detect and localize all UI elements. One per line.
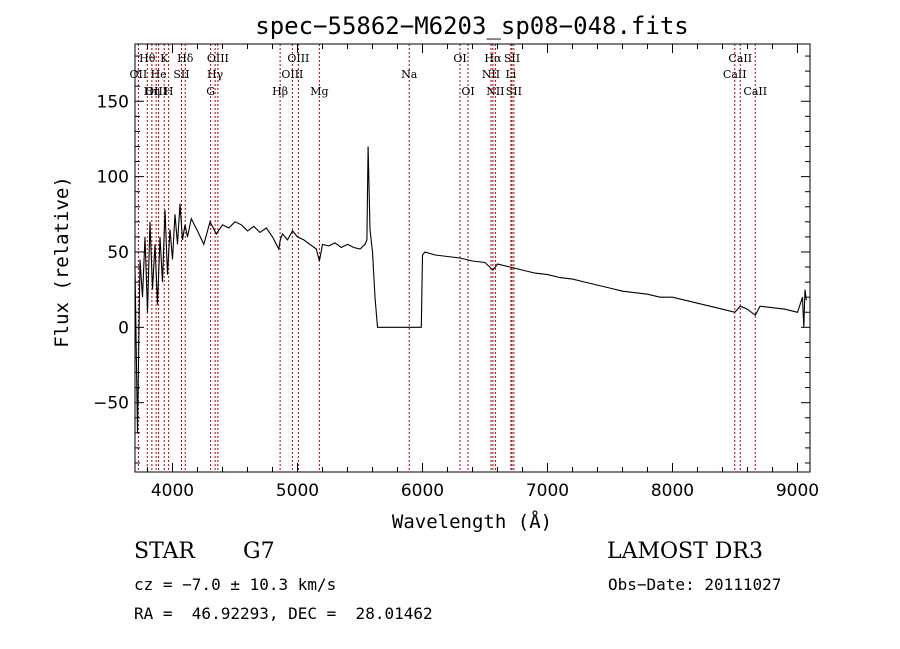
spectrum-series bbox=[134, 146, 807, 433]
spectral-line-label: H bbox=[164, 85, 174, 98]
chart-title: spec−55862−M6203_sp08−048.fits bbox=[255, 12, 688, 40]
spectral-line-label: NII bbox=[482, 68, 500, 81]
spectral-line-label: SII bbox=[506, 85, 522, 98]
y-tick-label: 150 bbox=[97, 92, 129, 112]
y-axis-label: Flux (relative) bbox=[51, 176, 73, 348]
spectral-line-label: Hθ bbox=[139, 52, 156, 65]
spectral-lines-layer bbox=[137, 44, 756, 472]
subclass: G7 bbox=[243, 539, 275, 564]
x-tick-label: 7000 bbox=[526, 481, 569, 501]
spectral-line-label: SII bbox=[173, 68, 189, 81]
spectral-line-label: Hα bbox=[484, 52, 502, 65]
spectral-line-label: G bbox=[206, 85, 215, 98]
x-tick-label: 9000 bbox=[776, 481, 819, 501]
spectrum-line bbox=[134, 146, 807, 433]
spectral-line-label: Mg bbox=[310, 85, 328, 98]
coordinates: RA = 46.92293, DEC = 28.01462 bbox=[134, 604, 433, 623]
survey-name: LAMOST DR3 bbox=[607, 539, 763, 564]
x-tick-label: 8000 bbox=[651, 481, 694, 501]
spectral-line-label: Na bbox=[401, 68, 418, 81]
x-tick-label: 6000 bbox=[401, 481, 444, 501]
spectral-line-label: Hδ bbox=[177, 52, 194, 65]
spectral-line-label: OIII bbox=[145, 85, 167, 98]
y-tick-label: −50 bbox=[93, 394, 129, 414]
x-tick-label: 5000 bbox=[276, 481, 319, 501]
spectral-line-label: K bbox=[160, 52, 169, 65]
spectral-line-label: CaII bbox=[723, 68, 747, 81]
object-class: STAR bbox=[134, 539, 195, 564]
y-tick-label: 0 bbox=[118, 318, 129, 338]
x-tick-label: 4000 bbox=[151, 481, 194, 501]
x-axis-label: Wavelength (Å) bbox=[392, 510, 552, 533]
spectral-line-label: OIII bbox=[287, 52, 309, 65]
spectral-line-label: OII bbox=[130, 68, 148, 81]
spectral-line-label: OIII bbox=[281, 68, 303, 81]
spectral-line-label: OIII bbox=[207, 52, 229, 65]
spectral-line-label: SII bbox=[504, 52, 520, 65]
spectral-line-label: Hγ bbox=[207, 68, 224, 81]
spectral-line-label: Li bbox=[505, 68, 516, 81]
spectral-line-label: OI bbox=[453, 52, 466, 65]
spectral-line-label: NII bbox=[486, 85, 504, 98]
spectral-line-label: He bbox=[151, 68, 167, 81]
observation-date: Obs−Date: 20111027 bbox=[608, 575, 782, 594]
y-tick-label: 100 bbox=[97, 168, 129, 188]
spectral-line-label: CaII bbox=[743, 85, 767, 98]
spectral-line-label: OI bbox=[461, 85, 474, 98]
spectral-line-label: CaII bbox=[728, 52, 752, 65]
spectral-line-label: Hβ bbox=[272, 85, 288, 98]
spectral-line-label: Hη bbox=[144, 85, 160, 98]
y-tick-label: 50 bbox=[107, 243, 129, 263]
spectral-line-labels: Hθ OII OIII He Hη K H SII Hδ OIII Hγ G Hβ OIII OIII Mg N… bbox=[130, 52, 768, 98]
plot-frame bbox=[134, 43, 811, 473]
axes: 4000 5000 6000 7000 8000 9000 −50 0 50 100 150 bbox=[93, 44, 819, 501]
redshift-cz: cz = −7.0 ± 10.3 km/s bbox=[134, 575, 337, 594]
